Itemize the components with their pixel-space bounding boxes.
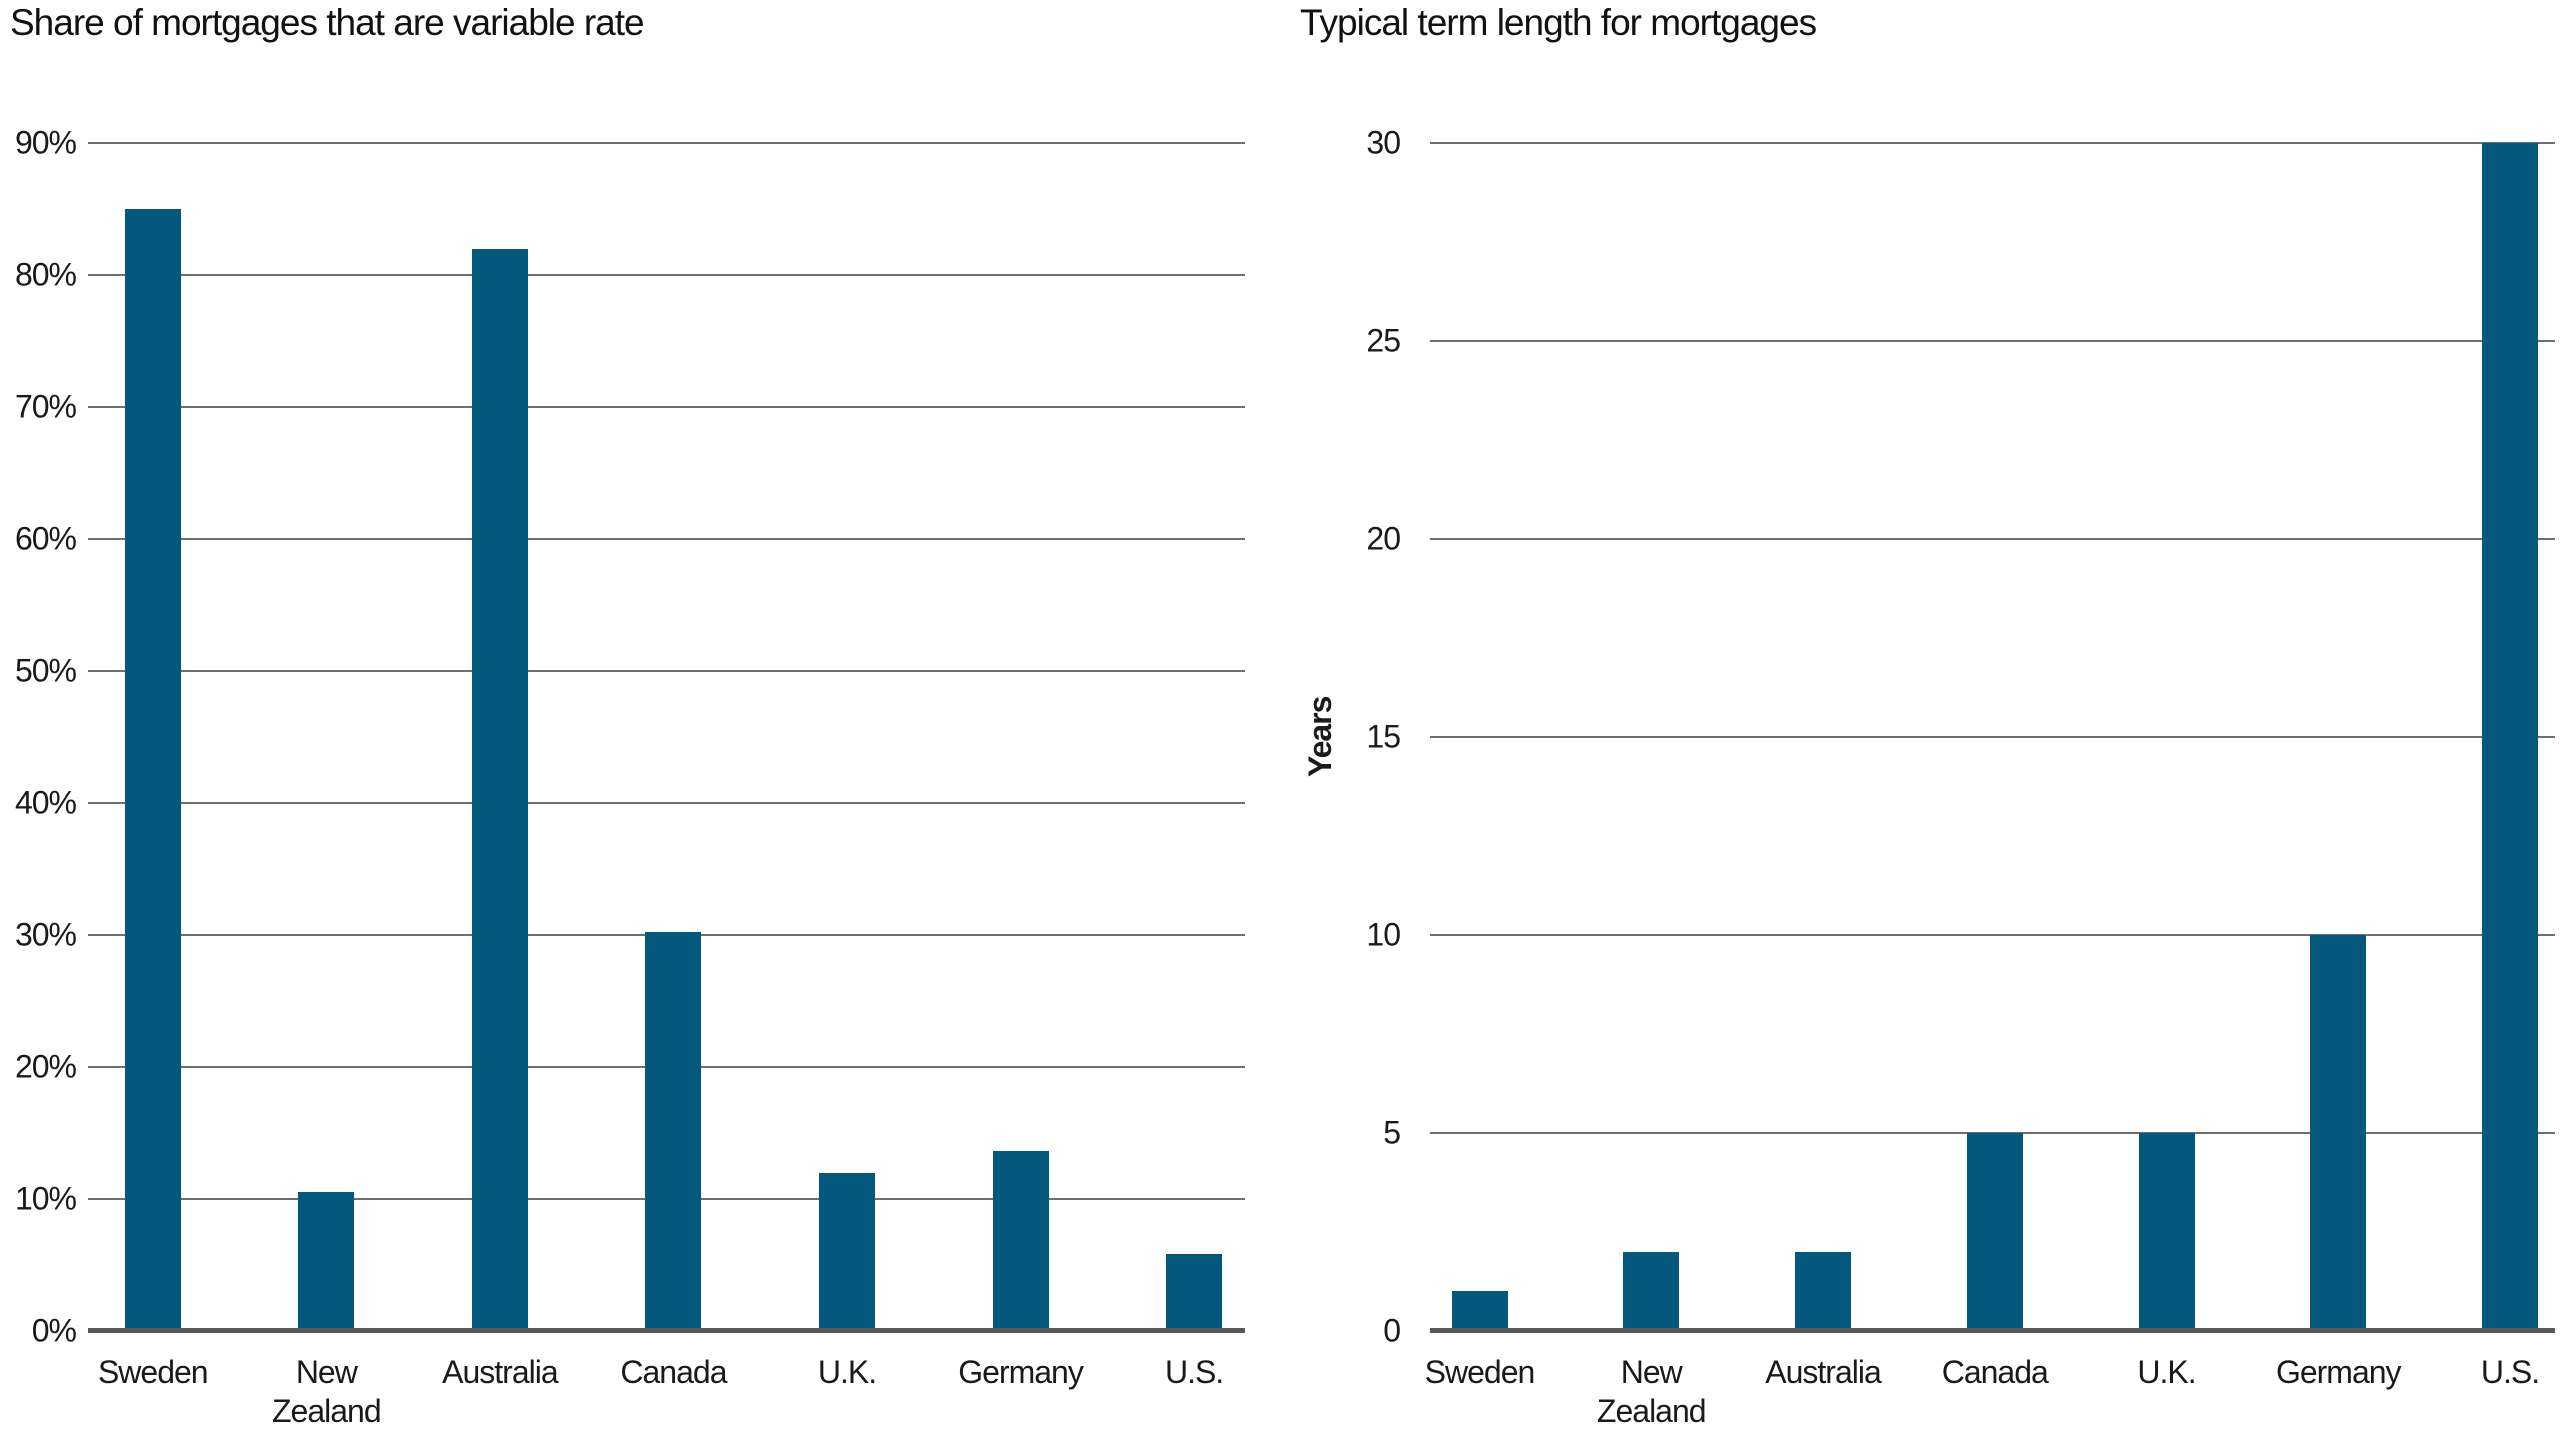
bar-sweden [1451, 1291, 1508, 1331]
plot-area-left [88, 142, 1245, 1333]
tick-label-20: 20 [1366, 520, 1401, 557]
bar-u-s [1166, 1254, 1223, 1331]
bar-new-zealand [1623, 1251, 1680, 1331]
category-label-u-k: U.K. [2137, 1354, 2196, 1390]
bar-u-k [2138, 1133, 2195, 1331]
tick-label-80: 80% [14, 256, 77, 293]
gridline-90 [88, 142, 1245, 144]
category-label-australia: Australia [1765, 1354, 1882, 1390]
tick-label-5: 5 [1383, 1114, 1401, 1151]
tick-label-10: 10% [14, 1180, 77, 1217]
category-label-new-zealand: New Zealand [1596, 1354, 1707, 1429]
term-length-chart: Typical term length for mortgages Years … [1300, 0, 2560, 1440]
category-label-u-s: U.S. [1164, 1354, 1224, 1390]
bar-australia [1795, 1251, 1851, 1331]
bar-canada [645, 932, 702, 1331]
gridline-60 [88, 538, 1245, 540]
gridline-50 [88, 670, 1245, 672]
gridline-70 [88, 406, 1245, 408]
bar-australia [471, 248, 528, 1331]
category-label-germany: Germany [958, 1354, 1084, 1390]
bar-u-k [818, 1172, 875, 1331]
tick-label-40: 40% [14, 784, 77, 821]
category-label-canada: Canada [1941, 1354, 2049, 1390]
category-label-u-s: U.S. [2480, 1354, 2540, 1390]
bar-canada [1966, 1133, 2023, 1331]
plot-area-right [1430, 142, 2555, 1333]
category-label-new-zealand: New Zealand [272, 1354, 382, 1429]
bar-germany [992, 1151, 1049, 1331]
tick-label-25: 25 [1366, 322, 1401, 359]
tick-label-50: 50% [14, 652, 77, 689]
gridline-20 [1430, 538, 2555, 540]
gridline-80 [88, 274, 1245, 276]
gridline-40 [88, 802, 1245, 804]
tick-label-0: 0% [31, 1312, 77, 1349]
tick-label-0: 0 [1383, 1312, 1401, 1349]
chart-title-left: Share of mortgages that are variable rat… [10, 2, 645, 43]
category-label-sweden: Sweden [97, 1354, 209, 1390]
category-label-u-k: U.K. [817, 1354, 877, 1390]
category-label-australia: Australia [442, 1354, 559, 1390]
category-label-canada: Canada [620, 1354, 727, 1390]
tick-label-30: 30 [1366, 124, 1401, 161]
variable-rate-share-chart: Share of mortgages that are variable rat… [10, 0, 1255, 1440]
bar-new-zealand [298, 1192, 355, 1331]
gridline-10 [1430, 934, 2555, 936]
x-axis-baseline [88, 1328, 1245, 1333]
gridline-15 [1430, 736, 2555, 738]
tick-label-20: 20% [14, 1048, 77, 1085]
category-label-sweden: Sweden [1424, 1354, 1536, 1390]
bar-u-s [2482, 143, 2538, 1331]
x-axis-baseline [1430, 1328, 2555, 1333]
gridline-30 [1430, 142, 2555, 144]
tick-label-15: 15 [1366, 718, 1401, 755]
chart-title-right: Typical term length for mortgages [1300, 2, 1817, 43]
category-label-germany: Germany [2275, 1354, 2402, 1390]
tick-label-90: 90% [14, 124, 77, 161]
tick-label-70: 70% [14, 388, 77, 425]
tick-label-30: 30% [14, 916, 77, 953]
bar-sweden [124, 209, 181, 1331]
bar-germany [2310, 935, 2367, 1331]
gridline-25 [1430, 340, 2555, 342]
tick-label-10: 10 [1366, 916, 1401, 953]
tick-label-60: 60% [14, 520, 77, 557]
